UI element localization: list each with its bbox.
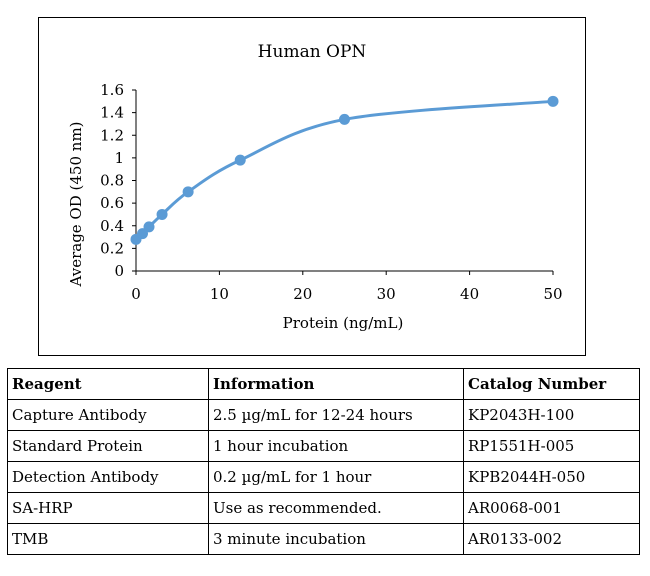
y-tick-label: 0.4 [100,217,124,235]
x-tick-label: 0 [131,285,141,303]
data-point [547,95,559,107]
x-axis-label: Protein (ng/mL) [283,314,404,332]
header-catalog-number: Catalog Number [463,368,640,400]
y-tick-label: 0 [114,262,124,280]
reagent-cell: SA-HRP [7,492,209,524]
header-information: Information [208,368,464,400]
reagent-cell: Capture Antibody [7,399,209,431]
reagent-table: Reagent Information Catalog Number Captu… [7,368,640,555]
table-row: Capture Antibody 2.5 µg/mL for 12-24 hou… [7,399,640,431]
chart-container: Human OPN 0 0.2 0.4 0.6 0.8 1 1.2 1.4 1.6 0 10 20 3… [38,17,586,356]
table-row: SA-HRP Use as recommended. AR0068-001 [7,492,640,524]
table-row: Detection Antibody 0.2 µg/mL for 1 hour … [7,461,640,493]
data-point [143,221,155,233]
catalog-number-cell: KPB2044H-050 [463,461,640,493]
data-point [182,186,194,198]
catalog-number-cell: AR0068-001 [463,492,640,524]
x-tick-label: 50 [543,285,562,303]
y-tick-label: 1.4 [100,104,124,122]
information-cell: 0.2 µg/mL for 1 hour [208,461,464,493]
reagent-cell: Standard Protein [7,430,209,462]
y-tick-label: 0.2 [100,239,124,257]
header-reagent: Reagent [7,368,209,400]
data-point [339,113,350,125]
reagent-cell: TMB [7,523,209,555]
y-tick-label: 1.2 [100,126,124,144]
y-tick-label: 1.6 [100,81,124,99]
data-point [137,228,149,240]
catalog-number-cell: RP1551H-005 [463,430,640,462]
y-tick-label: 0.6 [100,194,124,212]
chart-title: Human OPN [258,42,367,62]
information-cell: 1 hour incubation [208,430,464,462]
y-axis-label: Average OD (450 nm) [67,121,85,287]
data-point [234,154,246,166]
reagent-cell: Detection Antibody [7,461,209,493]
information-cell: 2.5 µg/mL for 12-24 hours [208,399,464,431]
x-axis: 0 10 20 30 40 50 [131,270,563,303]
catalog-number-cell: AR0133-002 [463,523,640,555]
standard-curve-chart: Human OPN 0 0.2 0.4 0.6 0.8 1 1.2 1.4 1.6 0 10 20 3… [67,42,563,332]
data-points [130,95,559,245]
y-tick-label: 1 [114,149,124,167]
information-cell: 3 minute incubation [208,523,464,555]
table-row: TMB 3 minute incubation AR0133-002 [7,523,640,555]
x-tick-label: 20 [293,285,312,303]
y-axis: 0 0.2 0.4 0.6 0.8 1 1.2 1.4 1.6 [100,81,137,280]
x-tick-label: 30 [377,285,396,303]
y-tick-label: 0.8 [100,172,124,190]
information-cell: Use as recommended. [208,492,464,524]
catalog-number-cell: KP2043H-100 [463,399,640,431]
table-row: Standard Protein 1 hour incubation RP155… [7,430,640,462]
x-tick-label: 10 [210,285,229,303]
data-point [156,208,168,220]
table-header-row: Reagent Information Catalog Number [7,368,640,400]
x-tick-label: 40 [460,285,479,303]
